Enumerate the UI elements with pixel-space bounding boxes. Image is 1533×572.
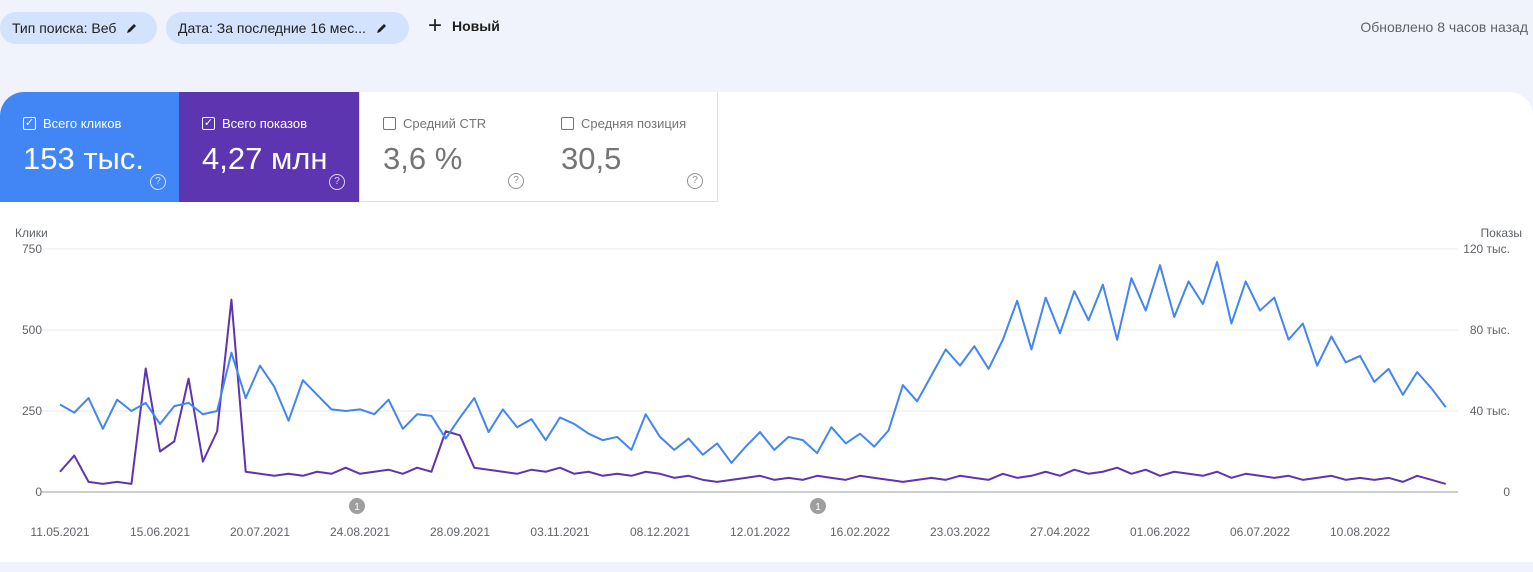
right-tick-label: 0 xyxy=(1503,485,1510,499)
metric-value: 30,5 xyxy=(561,141,622,176)
metric-label: Всего кликов xyxy=(43,116,122,131)
x-tick-label: 10.08.2022 xyxy=(1330,525,1390,539)
help-icon[interactable]: ? xyxy=(329,174,345,190)
x-tick-label: 11.05.2021 xyxy=(30,525,89,539)
new-label: Новый xyxy=(452,18,500,34)
x-tick-label: 27.04.2022 xyxy=(1030,525,1090,539)
annotation-marker xyxy=(349,498,365,514)
left-tick-label: 750 xyxy=(22,242,42,256)
plus-icon: + xyxy=(428,12,443,39)
x-tick-label: 16.02.2022 xyxy=(830,525,890,539)
checkbox-checked-icon[interactable]: ✓ xyxy=(202,117,215,130)
filter-label: Дата: За последние 16 мес... xyxy=(178,20,366,36)
left-tick-label: 250 xyxy=(22,404,42,418)
pencil-icon xyxy=(376,24,386,33)
x-tick-label: 24.08.2021 xyxy=(330,525,390,539)
left-axis-title: Клики xyxy=(15,226,48,240)
x-tick-label: 06.07.2022 xyxy=(1230,525,1290,539)
metric-label: Всего показов xyxy=(222,116,307,131)
x-tick-label: 12.01.2022 xyxy=(730,525,790,539)
right-tick-label: 120 тыс. xyxy=(1463,242,1510,256)
metric-value: 4,27 млн xyxy=(202,141,328,176)
metric-value: 153 тыс. xyxy=(23,141,144,176)
filter-chip-search-type[interactable]: Тип поиска: Веб xyxy=(0,12,157,44)
help-icon[interactable]: ? xyxy=(508,173,524,189)
x-tick-label: 08.12.2021 xyxy=(630,525,690,539)
x-tick-label: 23.03.2022 xyxy=(930,525,990,539)
filter-label: Тип поиска: Веб xyxy=(12,20,117,36)
left-tick-label: 500 xyxy=(22,323,42,337)
metric-tile-position[interactable]: Средняя позиция 30,5 ? xyxy=(538,92,718,202)
annotation-label: 1 xyxy=(354,502,360,513)
right-tick-label: 40 тыс. xyxy=(1470,404,1510,418)
checkbox-unchecked-icon[interactable] xyxy=(561,117,574,130)
filter-chip-date[interactable]: Дата: За последние 16 мес... xyxy=(166,12,409,44)
x-tick-label: 28.09.2021 xyxy=(430,525,490,539)
annotation-label: 1 xyxy=(815,502,821,513)
metric-value: 3,6 % xyxy=(383,141,463,176)
annotation-marker xyxy=(810,498,826,514)
series-line-clicks xyxy=(59,260,1447,464)
checkbox-unchecked-icon[interactable] xyxy=(383,117,396,130)
new-filter-button[interactable]: + Новый xyxy=(428,12,500,39)
help-icon[interactable]: ? xyxy=(150,174,166,190)
metric-tile-ctr[interactable]: Средний CTR 3,6 % ? xyxy=(359,92,539,202)
x-tick-label: 20.07.2021 xyxy=(230,525,290,539)
checkbox-checked-icon[interactable]: ✓ xyxy=(23,117,36,130)
updated-status: Обновлено 8 часов назад xyxy=(1360,19,1528,35)
left-tick-label: 0 xyxy=(35,485,42,499)
x-tick-label: 15.06.2021 xyxy=(130,525,190,539)
metric-label: Средняя позиция xyxy=(581,116,687,131)
metric-tile-impressions[interactable]: ✓ Всего показов 4,27 млн ? xyxy=(179,92,359,202)
metric-label: Средний CTR xyxy=(403,116,487,131)
help-icon[interactable]: ? xyxy=(687,173,703,189)
x-tick-label: 03.11.2021 xyxy=(530,525,589,539)
right-axis-title: Показы xyxy=(1481,226,1522,240)
x-tick-label: 01.06.2022 xyxy=(1130,525,1190,539)
metric-tile-clicks[interactable]: ✓ Всего кликов 153 тыс. ? xyxy=(0,92,180,202)
right-tick-label: 80 тыс. xyxy=(1470,323,1510,337)
series-line-impressions xyxy=(59,298,1446,485)
pencil-icon xyxy=(127,24,137,33)
